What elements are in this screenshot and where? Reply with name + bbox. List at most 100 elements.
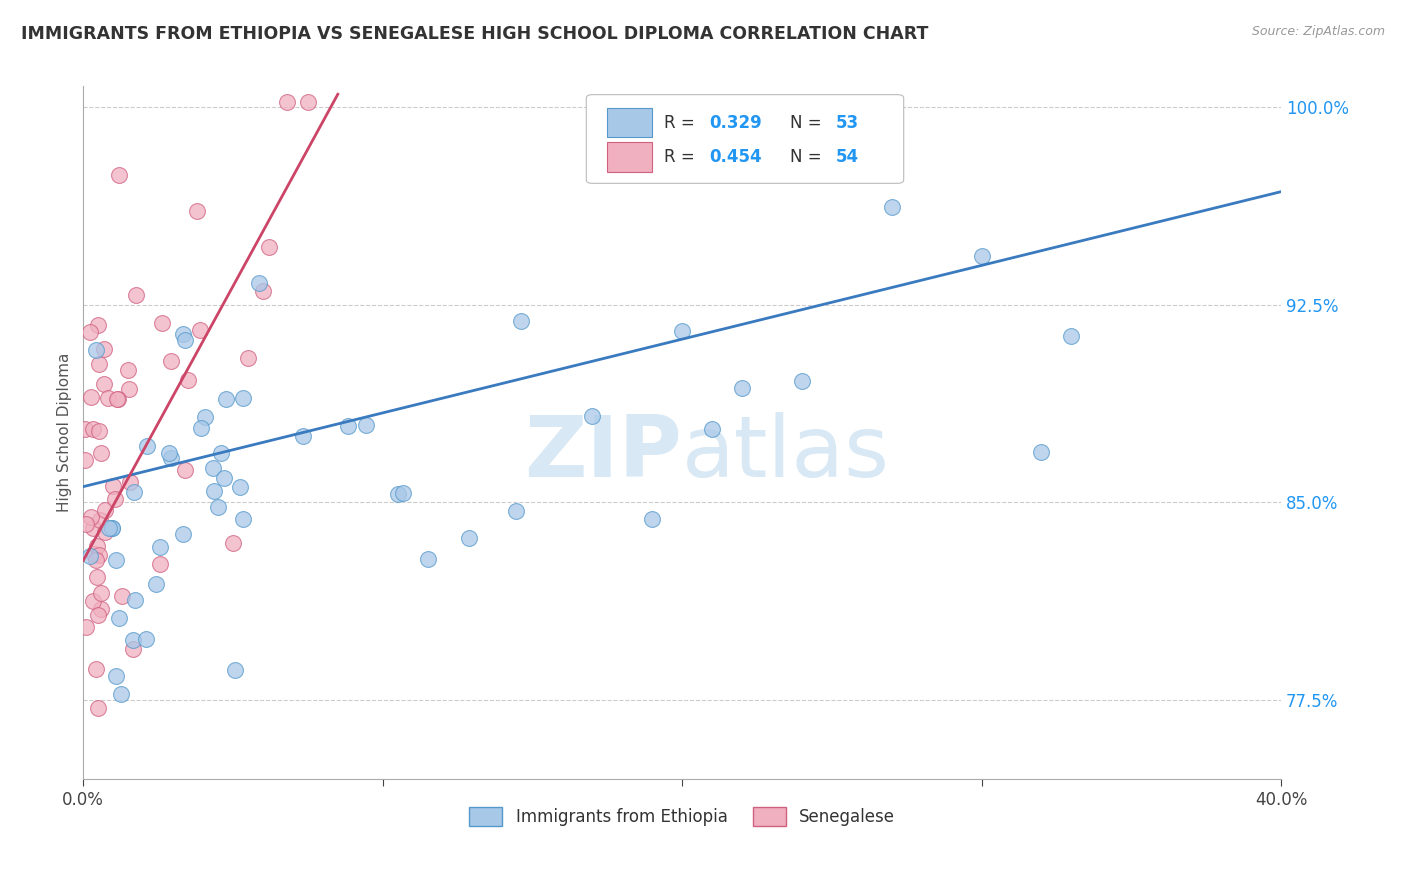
Point (75, 516, 97, 531)
Point (73, 453, 96, 467)
Point (172, 327, 194, 342)
Text: 0.454: 0.454 (710, 148, 762, 166)
Point (134, 632, 156, 646)
Point (354, 417, 377, 432)
Point (104, 669, 127, 683)
Point (1031, 445, 1053, 459)
Point (174, 333, 197, 347)
Point (122, 633, 145, 648)
Point (292, 429, 315, 443)
Point (207, 500, 229, 515)
Point (83, 547, 105, 561)
Point (135, 439, 157, 453)
Point (387, 487, 409, 501)
Point (214, 471, 236, 485)
Point (970, 249, 993, 263)
Point (90, 602, 112, 616)
Point (93, 503, 115, 517)
Point (101, 478, 124, 492)
Text: 0.329: 0.329 (710, 113, 762, 132)
Point (90, 445, 112, 459)
Point (671, 325, 693, 339)
Point (160, 451, 183, 466)
Point (75, 620, 97, 634)
Point (188, 323, 211, 337)
Point (232, 511, 254, 525)
Point (458, 532, 481, 546)
Point (731, 381, 754, 395)
Point (90, 586, 112, 600)
Point (86, 570, 108, 584)
Point (94, 524, 117, 539)
Point (104, 491, 127, 506)
FancyBboxPatch shape (586, 95, 904, 184)
Point (93, 342, 115, 356)
Point (505, 504, 527, 518)
Text: N =: N = (790, 148, 827, 166)
Point (229, 480, 252, 494)
Point (790, 374, 813, 388)
Point (209, 446, 232, 460)
Text: atlas: atlas (682, 412, 890, 495)
Point (107, 392, 129, 406)
Text: R =: R = (664, 148, 700, 166)
Point (86, 539, 108, 553)
Point (100, 521, 122, 535)
Point (1060, 328, 1083, 343)
Bar (606, 108, 652, 137)
Point (84, 662, 107, 676)
Point (145, 577, 167, 591)
Point (104, 552, 127, 566)
Point (89, 357, 111, 371)
Point (252, 284, 274, 298)
Point (224, 663, 246, 677)
Point (177, 373, 200, 387)
Point (125, 288, 148, 302)
Point (82, 520, 104, 534)
Point (236, 351, 259, 365)
Point (149, 540, 172, 554)
Y-axis label: High School Diploma: High School Diploma (58, 353, 72, 512)
Point (202, 483, 225, 498)
Point (149, 557, 172, 571)
Point (202, 461, 225, 475)
Point (337, 419, 360, 434)
Point (190, 421, 212, 435)
Point (107, 168, 129, 182)
Bar (606, 143, 652, 171)
Point (880, 200, 903, 214)
Point (110, 687, 132, 701)
Text: N =: N = (790, 113, 827, 132)
Point (87, 548, 110, 562)
Point (97, 521, 120, 535)
Point (418, 552, 440, 566)
Point (194, 409, 217, 424)
Point (641, 512, 664, 526)
Point (79, 325, 101, 339)
Point (510, 314, 533, 328)
Point (159, 354, 181, 368)
Text: R =: R = (664, 113, 700, 132)
Point (96, 391, 118, 405)
Point (105, 392, 128, 407)
Point (111, 589, 134, 603)
Point (82, 422, 104, 436)
Point (84, 553, 107, 567)
Point (186, 203, 208, 218)
Point (80, 390, 103, 404)
Point (297, 95, 319, 110)
Point (215, 392, 238, 407)
Point (89, 424, 111, 438)
Text: Source: ZipAtlas.com: Source: ZipAtlas.com (1251, 25, 1385, 38)
Point (82, 593, 104, 607)
Point (172, 526, 194, 541)
Point (87, 701, 110, 715)
Text: ZIP: ZIP (524, 412, 682, 495)
Point (276, 95, 298, 110)
Point (107, 611, 129, 625)
Point (392, 485, 415, 500)
Point (124, 593, 146, 607)
Point (84, 343, 107, 358)
Point (174, 463, 197, 477)
Point (80, 510, 103, 524)
